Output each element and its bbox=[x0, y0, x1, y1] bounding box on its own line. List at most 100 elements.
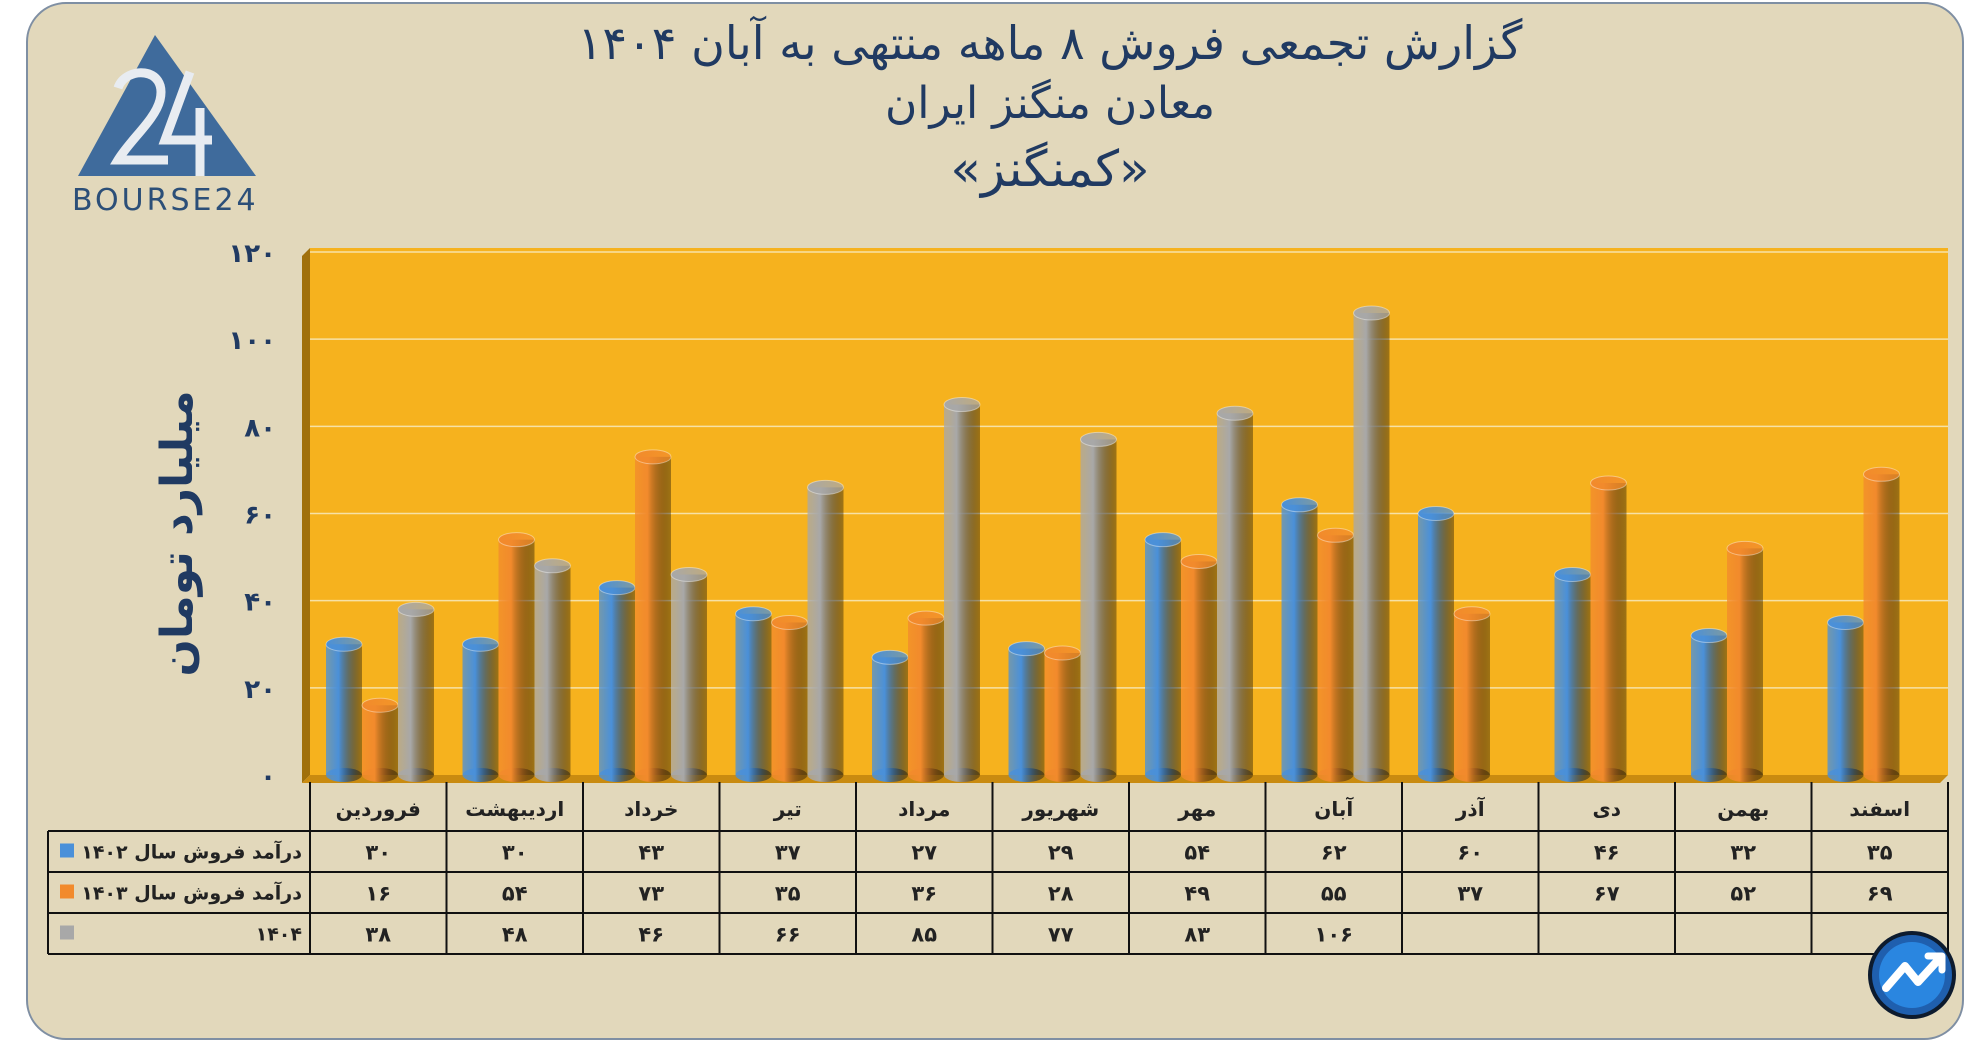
bar-cap bbox=[907, 610, 945, 626]
bar-body bbox=[1080, 439, 1117, 775]
bar-base bbox=[1353, 768, 1390, 782]
data-label: ۴۹ bbox=[1184, 882, 1210, 906]
legend-label-series_1404: ۱۴۰۴ bbox=[256, 924, 302, 946]
bar-series_1403 bbox=[907, 610, 945, 782]
bar-cap bbox=[634, 449, 672, 465]
bourse24-triangle-logo bbox=[78, 35, 256, 176]
bar-body bbox=[1044, 652, 1081, 775]
bar-base bbox=[462, 768, 499, 782]
bar-base bbox=[1418, 768, 1454, 782]
y-tick-label: ۰ bbox=[260, 762, 276, 792]
bar-cap bbox=[397, 601, 435, 617]
bar-body bbox=[1418, 513, 1454, 775]
data-label: ۷۳ bbox=[638, 882, 664, 906]
bar-body bbox=[872, 657, 908, 775]
bar-series_1402 bbox=[1008, 641, 1045, 782]
bar-base bbox=[635, 768, 671, 782]
bar-cap bbox=[735, 606, 772, 622]
x-tick-label: بهمن bbox=[1717, 797, 1769, 821]
bar-cap bbox=[1726, 540, 1764, 556]
data-label: ۱۶ bbox=[365, 882, 391, 906]
bar-series_1403 bbox=[1317, 527, 1354, 782]
bar-base bbox=[908, 768, 944, 782]
bar-series_1403 bbox=[1453, 606, 1491, 782]
data-label: ۵۵ bbox=[1321, 882, 1347, 906]
bar-cap bbox=[325, 636, 363, 652]
data-label: ۶۹ bbox=[1867, 882, 1893, 906]
bar-base bbox=[1181, 768, 1217, 782]
bar-base bbox=[1691, 768, 1727, 782]
bar-body bbox=[1863, 474, 1900, 775]
bar-cap bbox=[1216, 405, 1254, 421]
bar-base bbox=[1827, 768, 1864, 782]
bar-series_1404 bbox=[670, 567, 708, 782]
bar-body bbox=[908, 618, 944, 775]
bar-cap bbox=[943, 397, 981, 413]
y-tick-label: ۶۰ bbox=[244, 501, 276, 531]
bar-series_1403 bbox=[1863, 466, 1900, 782]
bar-base bbox=[735, 768, 772, 782]
bar-body bbox=[944, 404, 980, 775]
legend-label-series_1403: درآمد فروش سال ۱۴۰۳ bbox=[81, 881, 302, 905]
plot-floor bbox=[302, 775, 1948, 783]
bar-base bbox=[534, 768, 571, 782]
bar-cap bbox=[670, 567, 708, 583]
bar-body bbox=[599, 587, 635, 775]
bar-series_1402 bbox=[1690, 628, 1728, 782]
bar-body bbox=[534, 565, 571, 775]
bar-base bbox=[1008, 768, 1045, 782]
bar-body bbox=[1691, 635, 1727, 775]
bar-body bbox=[1317, 535, 1354, 775]
bar-body bbox=[398, 609, 434, 775]
bar-base bbox=[872, 768, 908, 782]
data-label: ۲۷ bbox=[911, 841, 937, 865]
bar-series_1403 bbox=[634, 449, 672, 782]
bar-base bbox=[1727, 768, 1763, 782]
bar-body bbox=[498, 539, 535, 775]
bar-series_1402 bbox=[871, 649, 909, 782]
bar-base bbox=[771, 768, 808, 782]
bar-cap bbox=[1353, 305, 1390, 321]
bar-series_1402 bbox=[1144, 532, 1182, 782]
data-label: ۵۴ bbox=[1184, 841, 1210, 865]
bar-series_1403 bbox=[771, 614, 808, 782]
legend-swatch-series_1403 bbox=[60, 884, 74, 899]
x-tick-label: آذر bbox=[1455, 796, 1486, 821]
bar-series_1404 bbox=[807, 479, 844, 782]
data-label: ۴۸ bbox=[502, 923, 528, 947]
data-label: ۳۲ bbox=[1730, 841, 1756, 865]
bar-cap bbox=[1590, 475, 1627, 491]
data-label: ۳۵ bbox=[1867, 841, 1893, 865]
bar-cap bbox=[1144, 532, 1182, 548]
bar-body bbox=[807, 487, 844, 775]
bar-series_1402 bbox=[1554, 567, 1591, 782]
data-label: ۳۷ bbox=[775, 841, 801, 865]
data-label: ۸۳ bbox=[1184, 923, 1210, 947]
bar-base bbox=[1281, 768, 1318, 782]
bar-cap bbox=[871, 649, 909, 665]
bar-cap bbox=[1453, 606, 1491, 622]
bar-series_1403 bbox=[361, 697, 399, 782]
bar-body bbox=[1454, 613, 1490, 775]
x-tick-label: مهر bbox=[1177, 797, 1216, 821]
x-tick-label: اردیبهشت bbox=[465, 797, 564, 821]
bar-body bbox=[635, 456, 671, 775]
legend-swatch-series_1402 bbox=[60, 843, 74, 858]
bar-body bbox=[1008, 648, 1045, 775]
chart-subtitle: معادن منگنز ایران bbox=[884, 78, 1216, 129]
data-label: ۵۴ bbox=[502, 882, 528, 906]
x-tick-label: خرداد bbox=[624, 797, 678, 821]
bar-base bbox=[1317, 768, 1354, 782]
bar-cap bbox=[1008, 641, 1045, 657]
x-tick-label: فروردین bbox=[336, 797, 421, 821]
data-label: ۳۵ bbox=[775, 882, 801, 906]
bar-series_1404 bbox=[1353, 305, 1390, 782]
bar-base bbox=[1590, 768, 1627, 782]
bar-body bbox=[462, 644, 499, 775]
y-tick-label: ۴۰ bbox=[244, 588, 276, 618]
y-tick-label: ۲۰ bbox=[244, 675, 276, 705]
y-tick-label: ۱۰۰ bbox=[228, 326, 276, 356]
bar-base bbox=[807, 768, 844, 782]
bar-base bbox=[326, 768, 362, 782]
bar-series_1403 bbox=[1726, 540, 1764, 782]
